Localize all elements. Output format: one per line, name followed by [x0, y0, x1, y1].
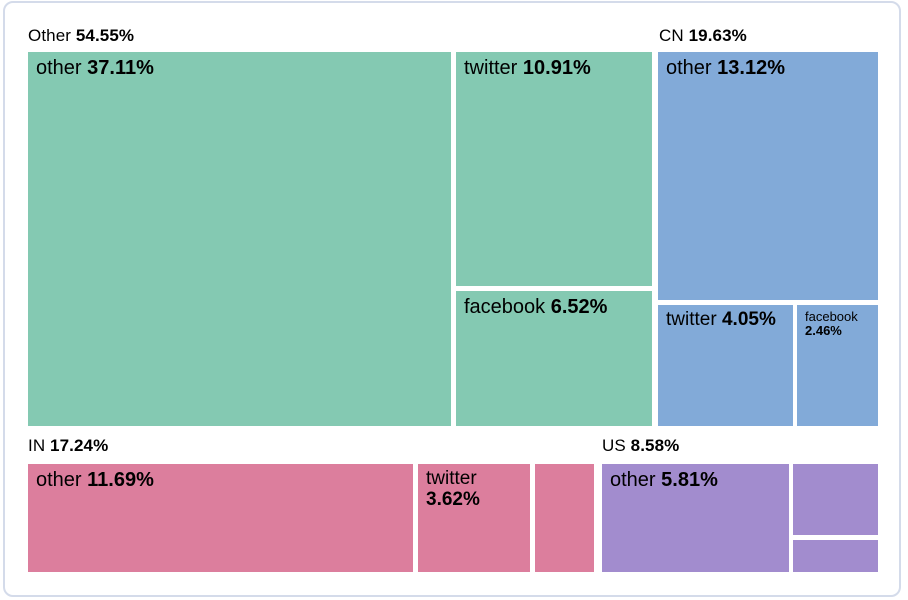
group-label-us: US 8.58%: [602, 436, 679, 455]
group-label-other: Other 54.55%: [28, 26, 134, 45]
cell-name: twitter: [666, 309, 717, 330]
cell-pct: 6.52%: [550, 296, 608, 318]
cell-pct: 2.46%: [805, 323, 842, 339]
treemap-cell-cn-facebook[interactable]: facebook 2.46%: [797, 305, 878, 426]
cell-pct: 3.62%: [426, 488, 480, 510]
treemap-cell-in-twitter[interactable]: twitter 3.62%: [418, 464, 530, 572]
treemap-cell-us-unlabeled-1[interactable]: [793, 464, 878, 535]
cell-name: twitter: [464, 57, 518, 79]
cell-name: other: [666, 57, 712, 79]
cell-pct: 10.91%: [522, 57, 591, 79]
cell-pct: 11.69%: [87, 469, 154, 491]
cell-pct: 5.81%: [661, 469, 718, 491]
treemap-cell-other-twitter[interactable]: twitter 10.91%: [456, 52, 652, 286]
treemap-cell-other-other[interactable]: other 37.11%: [28, 52, 451, 426]
group-label-in: IN 17.24%: [28, 436, 108, 455]
cell-name: other: [36, 57, 82, 79]
treemap-cell-in-other[interactable]: other 11.69%: [28, 464, 413, 572]
group-pct: 8.58%: [630, 436, 680, 455]
cell-pct: 4.05%: [721, 309, 776, 330]
group-name: Other: [28, 26, 72, 45]
treemap-cell-us-unlabeled-2[interactable]: [793, 540, 878, 572]
group-pct: 17.24%: [50, 436, 109, 455]
cell-name: facebook: [464, 296, 546, 318]
group-name: CN: [659, 26, 684, 45]
cell-pct: 37.11%: [87, 57, 154, 79]
cell-pct: 13.12%: [717, 57, 785, 79]
cell-name: twitter: [426, 468, 477, 489]
group-pct: 19.63%: [688, 26, 747, 45]
cell-name: other: [610, 469, 656, 491]
treemap-cell-cn-twitter[interactable]: twitter 4.05%: [658, 305, 793, 426]
treemap-cell-other-facebook[interactable]: facebook 6.52%: [456, 291, 652, 426]
group-label-cn: CN 19.63%: [659, 26, 747, 45]
group-pct: 54.55%: [75, 26, 135, 45]
cell-name: other: [36, 469, 82, 491]
cell-name: facebook: [805, 309, 858, 324]
group-name: IN: [28, 436, 46, 455]
treemap-cell-cn-other[interactable]: other 13.12%: [658, 52, 878, 300]
treemap-cell-us-other[interactable]: other 5.81%: [602, 464, 789, 572]
treemap-cell-in-unlabeled[interactable]: [535, 464, 594, 572]
group-name: US: [602, 436, 626, 455]
